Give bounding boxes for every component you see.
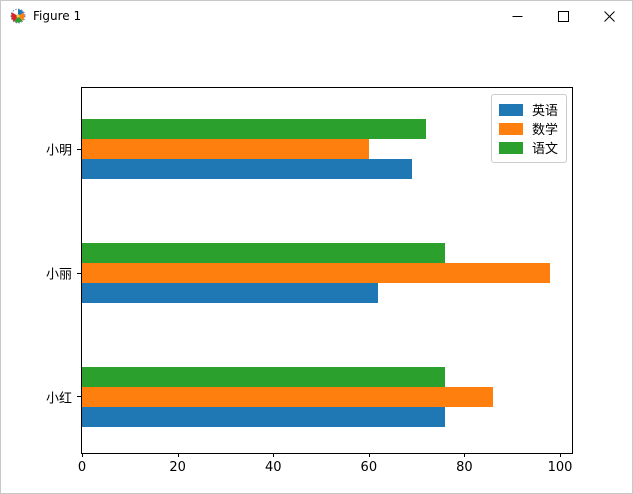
ytick-label: 小红 (45, 391, 72, 407)
xtick-label: 0 (77, 460, 87, 475)
legend-swatch (498, 122, 523, 135)
bar-英语-小丽 (82, 283, 379, 303)
plot-area: 小明小丽小红 0 20 40 60 80 100 英语数学语文 (46, 87, 573, 475)
bar-数学-小明 (82, 139, 369, 160)
legend-swatch (498, 103, 523, 116)
close-icon (603, 10, 615, 22)
close-button[interactable] (586, 1, 632, 31)
xtick-mark (273, 453, 275, 457)
legend-item-数学: 数学 (498, 119, 558, 138)
minimize-icon (512, 15, 522, 17)
ytick-mark (77, 272, 81, 274)
xtick-label: 100 (547, 460, 573, 475)
title-bar[interactable]: Figure 1 (1, 1, 632, 31)
legend-swatch (498, 141, 523, 154)
bar-语文-小丽 (82, 243, 446, 263)
legend-item-英语: 英语 (498, 100, 558, 119)
ytick-label: 小丽 (45, 267, 72, 283)
ytick-mark (77, 148, 81, 150)
bar-语文-小明 (82, 119, 427, 140)
ytick-label: 小明 (45, 143, 72, 159)
xtick-mark (177, 453, 179, 457)
matplotlib-icon (10, 8, 26, 24)
bar-语文-小红 (82, 366, 446, 387)
xtick-mark (464, 453, 466, 457)
legend: 英语 数学 语文 (490, 94, 567, 163)
legend-label: 英语 (531, 104, 558, 119)
maximize-icon (557, 10, 569, 22)
xtick-label: 60 (360, 460, 378, 475)
figure-canvas: 小明小丽小红 0 20 40 60 80 100 英语数学语文 (1, 31, 632, 493)
ytick-mark (77, 396, 81, 398)
minimize-button[interactable] (494, 1, 540, 31)
xtick-label: 40 (264, 460, 282, 475)
xtick-label: 80 (456, 460, 473, 475)
bar-数学-小丽 (82, 263, 551, 283)
bar-英语-小红 (82, 406, 446, 427)
xtick-mark (560, 453, 562, 457)
window-title: Figure 1 (33, 9, 82, 23)
xtick-label: 20 (169, 460, 186, 475)
legend-item-语文: 语文 (498, 138, 558, 157)
bar-英语-小明 (82, 159, 412, 180)
legend-label: 数学 (531, 123, 558, 138)
xtick-mark (82, 453, 83, 457)
legend-label: 语文 (531, 142, 558, 157)
xtick-mark (368, 453, 370, 457)
window-controls (494, 1, 632, 31)
maximize-button[interactable] (540, 1, 586, 31)
bar-数学-小红 (82, 386, 494, 407)
